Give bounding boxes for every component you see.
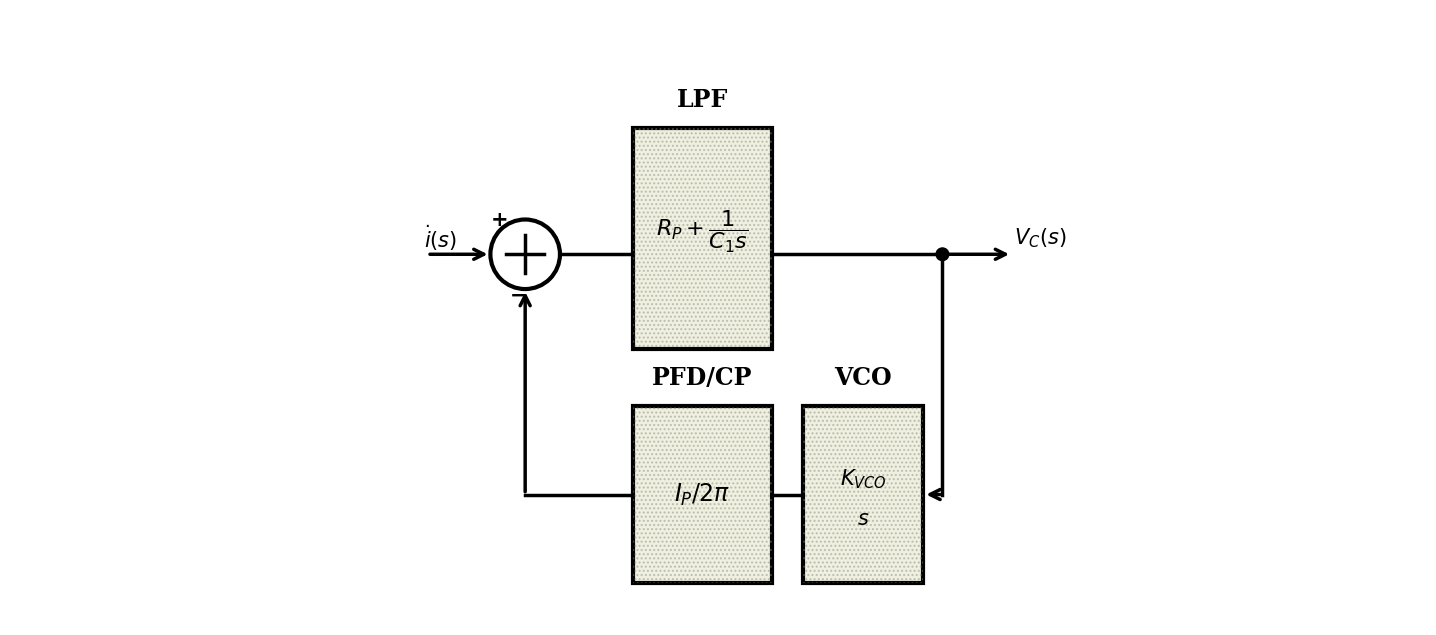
Bar [633,128,771,349]
Bar [803,406,923,583]
Text: $s$: $s$ [857,511,870,530]
Text: +: + [491,210,508,229]
Text: LPF: LPF [676,88,728,112]
Bar [633,406,771,583]
Bar [803,406,923,583]
Circle shape [936,248,949,260]
Bar [633,406,771,583]
Text: $\dot{i}(s)$: $\dot{i}(s)$ [424,224,457,253]
Text: $R_P + \dfrac{1}{C_1 s}$: $R_P + \dfrac{1}{C_1 s}$ [656,209,748,255]
Text: $V_C(s)$: $V_C(s)$ [1014,227,1067,250]
Bar [633,128,771,349]
Text: VCO: VCO [834,366,892,390]
Bar [633,406,771,583]
Text: $K_{VCO}$: $K_{VCO}$ [840,467,887,490]
Bar [803,406,923,583]
Bar [633,128,771,349]
Text: $I_P / 2\pi$: $I_P / 2\pi$ [673,481,731,507]
Circle shape [491,220,560,289]
Text: −: − [510,285,527,305]
Text: PFD/CP: PFD/CP [652,366,752,390]
